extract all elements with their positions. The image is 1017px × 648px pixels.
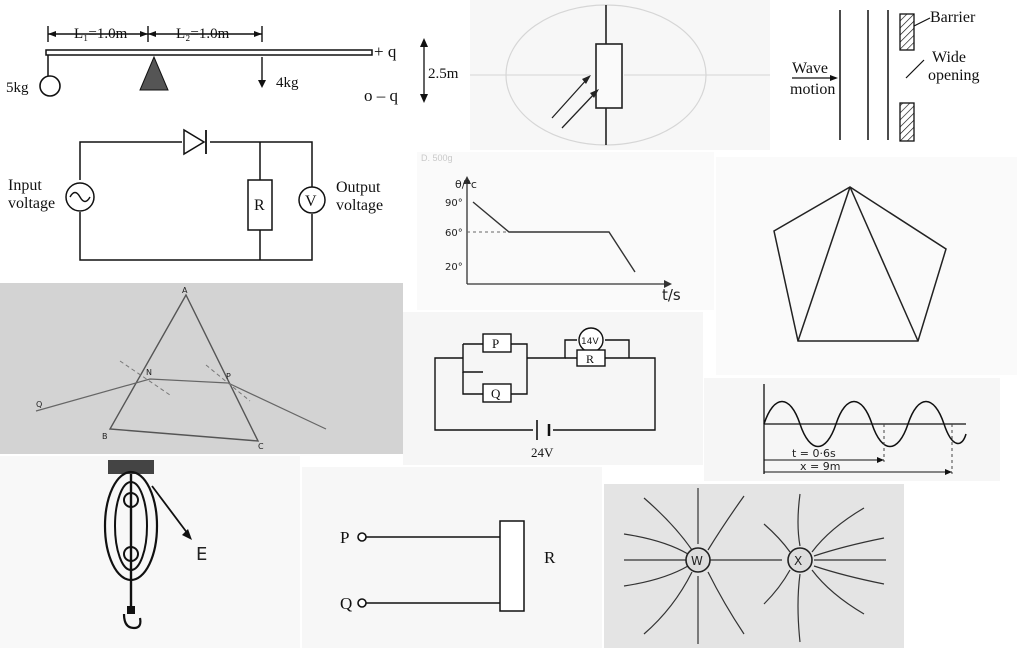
rectifier-circuit: R V Input voltage Output voltage <box>0 122 415 280</box>
input-voltage-label-2: voltage <box>8 195 55 212</box>
resistor-p-label: P <box>492 336 499 351</box>
mass-right-label: 4kg <box>276 75 299 91</box>
barrier-diagram: Barrier Wide opening Wave motion <box>772 0 1017 155</box>
mass-5kg <box>39 75 61 97</box>
pole-w-label: W <box>691 554 703 568</box>
resistor-r3-label: R <box>544 548 556 567</box>
cooling-tick-20: 20° <box>445 262 463 273</box>
pulley-diagram: E <box>0 456 300 648</box>
prism-vertex-b: B <box>102 432 108 441</box>
terminal-circuit: P Q R <box>302 467 602 648</box>
cooling-tick-90: 90° <box>445 198 463 209</box>
wave-curve <box>763 401 967 447</box>
cooling-y-axis-label: θ/°c <box>455 178 477 191</box>
wave-distance-label: x = 9m <box>800 460 840 473</box>
terminal-q <box>357 598 367 608</box>
prism-vertex-c: C <box>258 442 264 451</box>
hook-icon <box>122 613 142 630</box>
barrier-bottom <box>899 102 915 142</box>
terminal-q-label: Q <box>340 594 352 613</box>
resistor-label: R <box>254 197 265 214</box>
wave-motion-label-1: Wave <box>792 60 828 77</box>
wave-graph: t = 0·6s x = 9m <box>704 378 1000 481</box>
lever-diagram: L₁=1.0m L₂=1.0m 5kg 4kg + q o – q 2.5m <box>0 0 468 120</box>
prism-point-q: Q <box>36 400 42 409</box>
barrier-top <box>899 13 915 51</box>
voltmeter-icon <box>298 186 326 214</box>
lamp-label: 14V <box>581 337 599 347</box>
input-voltage-label-1: Input <box>8 177 42 194</box>
resistor-r2 <box>576 349 606 367</box>
output-voltage-label-2: voltage <box>336 197 383 214</box>
terminal-p <box>357 532 367 542</box>
resistor-q-label: Q <box>491 386 501 401</box>
wave-motion-label-2: motion <box>790 81 835 98</box>
wide-opening-label-2: opening <box>928 67 980 84</box>
length-l2-label: L₂=1.0m <box>176 26 230 42</box>
cooling-x-axis-label: t/s <box>662 286 681 304</box>
diode-icon <box>183 128 206 156</box>
resistor-q <box>482 383 512 403</box>
ldr-diagram <box>470 0 770 150</box>
series-circuit: P Q 14V R 24V <box>403 312 703 465</box>
cooling-curve-line <box>472 201 636 273</box>
prism-vertex-a: A <box>182 286 188 295</box>
effort-label: E <box>196 544 207 565</box>
prism-point-p: P <box>226 372 231 381</box>
length-l1-label: L₁=1.0m <box>74 26 128 42</box>
wide-opening-label-1: Wide <box>932 49 966 66</box>
resistor-p <box>482 333 512 353</box>
resistor-r <box>247 179 273 231</box>
resistor-r2-label: R <box>586 352 594 366</box>
cooling-header: D. 500g <box>421 153 453 163</box>
battery-label: 24V <box>531 445 554 460</box>
mass-left-label: 5kg <box>6 80 29 96</box>
prism-diagram: A B C N P Q <box>0 283 403 454</box>
height-label: 2.5m <box>428 66 459 82</box>
output-voltage-label-1: Output <box>336 179 381 196</box>
pole-x-label: X <box>794 554 802 568</box>
minus-q-label: o – q <box>364 86 399 105</box>
terminal-p-label: P <box>340 528 349 547</box>
pentagon-diagram <box>716 157 1017 375</box>
fulcrum <box>139 55 169 91</box>
voltmeter-label: V <box>305 193 317 210</box>
barrier-label: Barrier <box>930 9 976 26</box>
resistor-r3 <box>499 520 525 612</box>
cooling-curve: D. 500g θ/°c t/s 90° 60° 20° <box>417 152 714 310</box>
field-lines-diagram: W X <box>604 484 904 648</box>
pole-x <box>787 547 813 573</box>
cooling-tick-60: 60° <box>445 228 463 239</box>
plus-q-label: + q <box>374 42 397 61</box>
pole-w <box>685 547 711 573</box>
prism-point-n: N <box>146 368 152 377</box>
wave-period-label: t = 0·6s <box>792 447 836 460</box>
ldr-resistor <box>595 43 623 109</box>
